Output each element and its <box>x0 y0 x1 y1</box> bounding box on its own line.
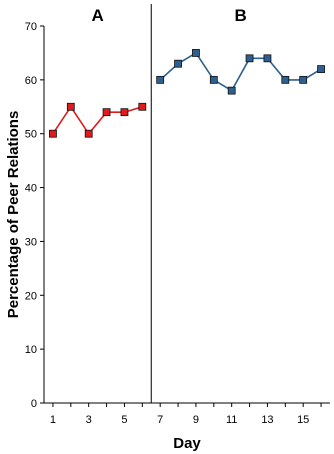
x-tick-label: 1 <box>50 414 56 426</box>
data-point <box>299 75 308 84</box>
data-point <box>209 75 218 84</box>
data-point <box>49 129 57 138</box>
data-point <box>66 102 75 111</box>
data-point <box>156 75 165 84</box>
data-point <box>281 75 290 84</box>
series-line-a <box>52 105 143 136</box>
x-tick-label: 7 <box>157 414 163 426</box>
x-tick-label: 9 <box>193 414 199 426</box>
x-tick-label: 5 <box>121 414 127 426</box>
data-point <box>263 54 272 63</box>
x-tick-label: 3 <box>86 414 92 426</box>
y-tick-label: 70 <box>25 21 37 33</box>
phase-label-b: B <box>234 6 246 25</box>
data-point <box>245 54 254 63</box>
x-tick-label: 15 <box>297 414 309 426</box>
y-tick-label: 30 <box>25 236 37 248</box>
data-point <box>84 129 93 138</box>
y-tick-label: 0 <box>31 398 37 410</box>
y-axis-title: Percentage of Peer Relations <box>5 111 22 319</box>
data-point <box>138 102 147 111</box>
y-tick-label: 40 <box>25 183 37 195</box>
y-tick-label: 20 <box>25 290 37 302</box>
x-tick-label: 13 <box>261 414 273 426</box>
x-tick-label: 11 <box>226 414 237 426</box>
data-point <box>192 49 200 57</box>
y-tick-label: 50 <box>25 129 37 141</box>
data-point <box>174 59 182 68</box>
data-point <box>227 86 236 95</box>
phase-label-a: A <box>91 6 103 25</box>
x-axis-title: Day <box>173 435 201 452</box>
data-point <box>102 108 111 117</box>
series-line-b <box>159 51 322 92</box>
y-tick-label: 60 <box>25 75 37 87</box>
data-point <box>120 108 129 117</box>
data-point <box>317 65 325 73</box>
y-tick-label: 10 <box>25 344 37 356</box>
